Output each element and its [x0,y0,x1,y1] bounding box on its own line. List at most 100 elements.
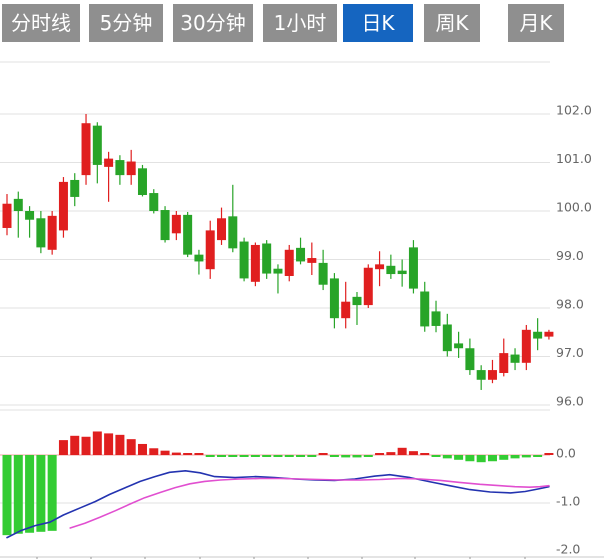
candle-body [284,249,294,276]
macd-histogram-bar [228,455,238,457]
macd-histogram-bar [454,455,464,460]
candle-body [499,353,509,373]
tab-weekly-k[interactable]: 周K [424,4,480,42]
candle-body [126,161,136,176]
macd-histogram-bar [375,453,385,455]
macd-axis-label: 0.0 [556,446,576,461]
macd-histogram-bar [476,455,486,463]
candle-body [58,181,68,231]
macd-histogram-bar [284,455,294,457]
candle-body [137,168,147,195]
tab-timeshare-line[interactable]: 分时线 [2,4,80,42]
candle-body [25,211,35,220]
macd-histogram-bar [397,447,407,455]
macd-histogram-bar [296,455,306,457]
macd-histogram-bar [137,443,147,455]
candle-body [544,331,554,337]
candle-body [92,125,102,165]
candle-body [81,123,91,176]
candle-body [375,264,385,270]
macd-histogram-bar [36,455,46,532]
macd-histogram-bar [318,453,328,455]
candle-body [273,268,283,274]
candle-body [217,218,227,241]
candle-body [442,324,452,352]
price-axis-label: 100.0 [556,200,592,215]
macd-histogram-bar [171,452,181,455]
macd-histogram-bar [92,431,102,455]
candle-body [228,216,238,249]
price-axis-label: 99.0 [556,248,584,263]
tab-monthly-k[interactable]: 月K [508,4,564,42]
macd-histogram-bar [544,453,554,455]
macd-histogram-bar [104,433,114,455]
macd-histogram-bar [115,434,125,455]
candle-body [420,291,430,327]
macd-histogram-bar [521,455,531,458]
candle-body [171,214,181,234]
dea-line [69,477,550,529]
candle-body [2,203,12,228]
candle-body [13,198,23,211]
candle-body [318,262,328,285]
candle-body [510,354,520,363]
macd-histogram-bar [47,455,57,531]
tab-1-hour[interactable]: 1小时 [263,4,337,42]
candle-body [408,247,418,289]
candle-body [307,258,317,263]
macd-axis-label: -1.0 [556,494,580,509]
candle-body [36,218,46,248]
macd-histogram-bar [250,455,260,457]
price-axis-label: 102.0 [556,103,592,118]
candle-body [329,278,339,319]
interval-tab-bar: 分时线 5分钟 30分钟 1小时 日K 周K 月K [0,4,604,42]
macd-histogram-bar [363,455,373,457]
macd-histogram-bar [431,455,441,457]
candle-body [465,348,475,371]
tab-daily-k[interactable]: 日K [343,4,413,42]
macd-histogram-bar [194,453,204,455]
macd-histogram-bar [25,455,35,533]
candle-body [521,329,531,363]
candle-body [386,265,396,275]
price-axis-label: 101.0 [556,151,592,166]
macd-axis-label: -2.0 [556,542,580,557]
macd-histogram-bar [58,440,68,455]
macd-histogram-bar [442,455,452,459]
macd-histogram-bar [533,455,543,457]
macd-histogram-bar [408,451,418,455]
candle-body [104,158,114,167]
candle-body [183,214,193,255]
candle-body [149,193,159,211]
macd-histogram-bar [262,455,272,457]
candle-body [115,160,125,176]
macd-histogram-bar [341,455,351,458]
candle-body [194,254,204,262]
macd-histogram-bar [149,448,159,455]
macd-histogram-bar [81,436,91,455]
macd-histogram-bar [465,455,475,462]
macd-histogram-bar [13,455,23,534]
tab-5-minute[interactable]: 5分钟 [89,4,163,42]
macd-histogram-bar [205,455,215,457]
candle-body [397,270,407,275]
price-axis-label: 98.0 [556,297,584,312]
candle-body [205,230,215,270]
macd-histogram-bar [217,455,227,457]
candle-body [160,210,170,241]
candle-body [352,296,362,306]
macd-histogram-bar [2,455,12,536]
dif-line [6,469,550,539]
candle-body [296,247,306,262]
price-axis-label: 97.0 [556,345,584,360]
candle-body [341,301,351,319]
candle-body [476,370,486,380]
candle-body [47,215,57,250]
macd-histogram-bar [273,455,283,457]
tab-30-minute[interactable]: 30分钟 [173,4,253,42]
candle-body [487,370,497,380]
macd-histogram-bar [499,455,509,460]
candle-body [262,243,272,274]
